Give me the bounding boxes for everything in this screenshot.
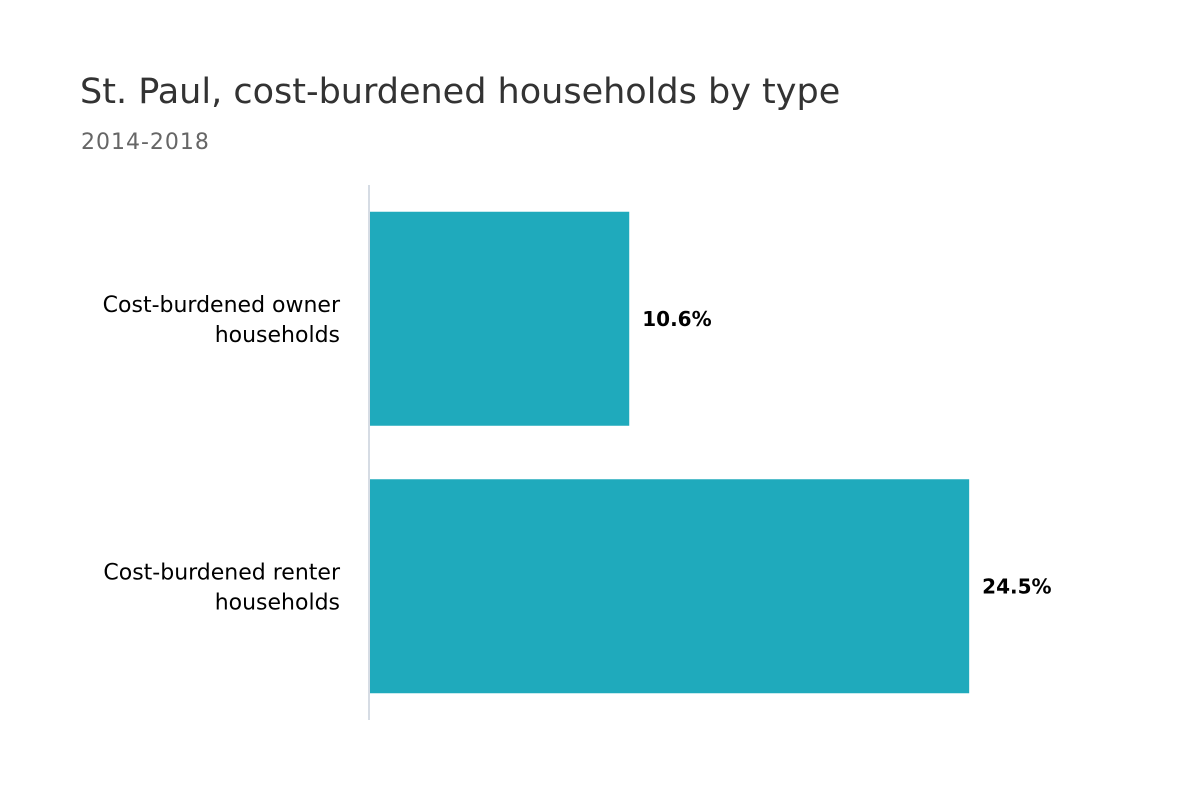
category-label-2-line-1: Cost-burdened renter [103,560,341,585]
category-label-1-line-2: households [215,323,340,348]
chart-title: St. Paul, cost-burdened households by ty… [80,72,841,112]
value-label-1: 10.6% [642,307,711,331]
category-label-1-line-1: Cost-burdened owner [103,293,341,318]
chart-subtitle: 2014-2018 [81,130,210,155]
value-label-2: 24.5% [982,574,1051,598]
bar-2 [370,479,970,694]
category-label-2-line-2: households [215,590,340,615]
bar-1 [370,211,630,426]
